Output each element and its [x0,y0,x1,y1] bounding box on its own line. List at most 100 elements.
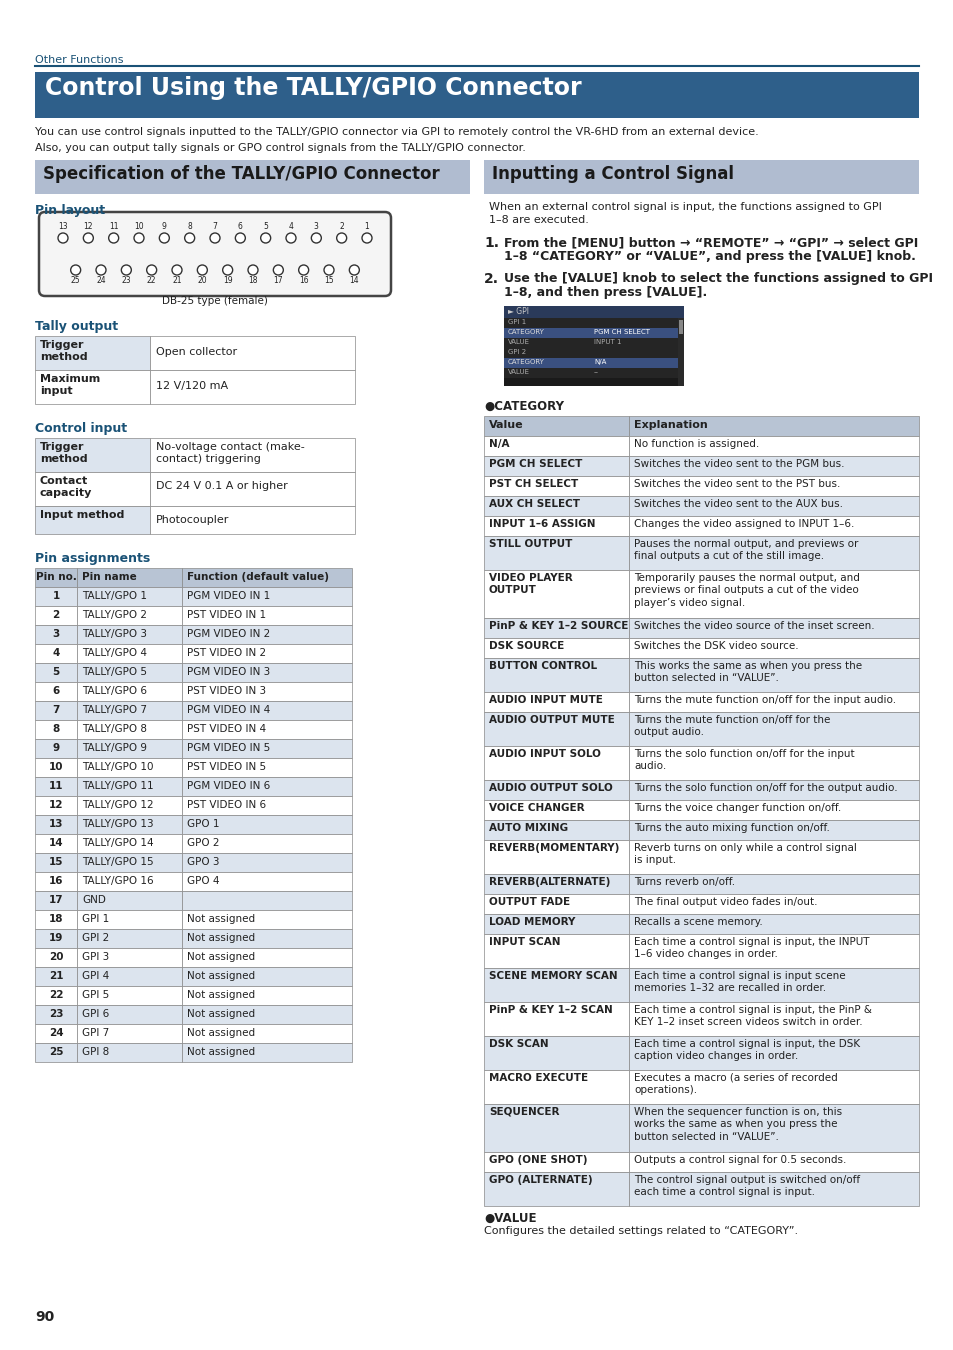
Text: Inputting a Control Signal: Inputting a Control Signal [492,165,733,184]
Bar [182,1025,352,1044]
Bar [150,506,355,535]
Bar [628,416,918,436]
Circle shape [349,265,359,275]
Text: VALUE: VALUE [507,369,530,375]
Text: VALUE: VALUE [507,339,530,346]
Bar [35,701,77,720]
Text: The final output video fades in/out.: The final output video fades in/out. [634,896,817,907]
Bar [35,161,470,194]
Text: GPO 3: GPO 3 [187,857,219,867]
Text: INPUT 1–6 ASSIGN: INPUT 1–6 ASSIGN [489,518,595,529]
Text: Open collector: Open collector [156,347,237,356]
Bar [182,796,352,815]
Text: Not assigned: Not assigned [187,1048,254,1057]
Circle shape [71,265,81,275]
Bar [35,72,918,117]
Bar [628,819,918,840]
Bar [628,914,918,934]
Bar [35,929,77,948]
Text: AUDIO OUTPUT MUTE: AUDIO OUTPUT MUTE [489,716,614,725]
Bar [182,587,352,606]
Bar [150,370,355,404]
Text: TALLY/GPO 14: TALLY/GPO 14 [82,838,153,848]
Circle shape [248,265,257,275]
Text: PGM CH SELECT: PGM CH SELECT [489,459,581,468]
Text: LOAD MEMORY: LOAD MEMORY [489,917,575,927]
Text: 15: 15 [49,857,63,867]
Text: 12 V/120 mA: 12 V/120 mA [156,381,228,392]
Bar [182,986,352,1004]
Bar [77,720,182,738]
Bar [483,747,628,780]
Text: 24: 24 [49,1027,63,1038]
Bar [35,986,77,1004]
Bar [35,437,150,472]
Text: PGM VIDEO IN 2: PGM VIDEO IN 2 [187,629,270,639]
Bar [35,815,77,834]
Text: Control input: Control input [35,423,127,435]
Text: 2.: 2. [483,271,498,286]
Bar [628,570,918,618]
Circle shape [311,234,321,243]
Bar [628,968,918,1002]
Text: You can use control signals inputted to the TALLY/GPIO connector via GPI to remo: You can use control signals inputted to … [35,127,758,136]
Text: Switches the video source of the inset screen.: Switches the video source of the inset s… [634,621,874,630]
Bar [35,853,77,872]
Bar [77,738,182,757]
Bar [483,477,628,495]
Text: 12: 12 [49,801,63,810]
Text: Other Functions: Other Functions [35,55,123,65]
Bar [628,1172,918,1206]
Text: 1–8, and then press [VALUE].: 1–8, and then press [VALUE]. [503,286,706,298]
Text: 24: 24 [96,275,106,285]
Text: 8: 8 [187,221,192,231]
Text: DC 24 V 0.1 A or higher: DC 24 V 0.1 A or higher [156,481,288,491]
Circle shape [185,234,194,243]
Text: 16: 16 [49,876,63,886]
Bar [628,1002,918,1035]
Text: AUDIO INPUT SOLO: AUDIO INPUT SOLO [489,749,600,759]
Bar [35,370,150,404]
Bar [628,618,918,639]
Text: REVERB(MOMENTARY): REVERB(MOMENTARY) [489,842,618,853]
Text: TALLY/GPO 7: TALLY/GPO 7 [82,705,147,716]
Text: 11: 11 [109,221,118,231]
Text: BUTTON CONTROL: BUTTON CONTROL [489,662,597,671]
Bar [628,840,918,873]
Bar [182,738,352,757]
Text: Not assigned: Not assigned [187,1008,254,1019]
Bar [628,1104,918,1152]
Circle shape [324,265,334,275]
Bar [182,929,352,948]
Bar [77,853,182,872]
Text: 12: 12 [84,221,93,231]
FancyBboxPatch shape [39,212,391,296]
Text: Turns the solo function on/off for the output audio.: Turns the solo function on/off for the o… [634,783,897,792]
Bar [35,506,150,535]
Bar [503,328,683,338]
Text: When the sequencer function is on, this
works the same as when you press the
but: When the sequencer function is on, this … [634,1107,841,1142]
Text: 1–8 are executed.: 1–8 are executed. [489,215,588,225]
Text: DB-25 type (female): DB-25 type (female) [162,296,268,306]
Text: Outputs a control signal for 0.5 seconds.: Outputs a control signal for 0.5 seconds… [634,1156,845,1165]
Text: GPO 4: GPO 4 [187,876,219,886]
Text: This works the same as when you press the
button selected in “VALUE”.: This works the same as when you press th… [634,662,862,683]
Text: Also, you can output tally signals or GPO control signals from the TALLY/GPIO co: Also, you can output tally signals or GP… [35,143,525,153]
Bar [35,1044,77,1062]
Text: PST VIDEO IN 1: PST VIDEO IN 1 [187,610,266,620]
Text: 9: 9 [52,743,59,753]
Bar [182,853,352,872]
Bar [77,815,182,834]
Bar [182,1004,352,1025]
Text: 23: 23 [121,275,131,285]
Text: Not assigned: Not assigned [187,952,254,963]
Bar [77,1004,182,1025]
Text: Trigger
method: Trigger method [40,340,88,362]
Circle shape [286,234,295,243]
Bar [483,1104,628,1152]
Bar [182,701,352,720]
Text: 10: 10 [134,221,144,231]
Bar [483,570,628,618]
Bar [35,967,77,985]
Bar [483,516,628,536]
